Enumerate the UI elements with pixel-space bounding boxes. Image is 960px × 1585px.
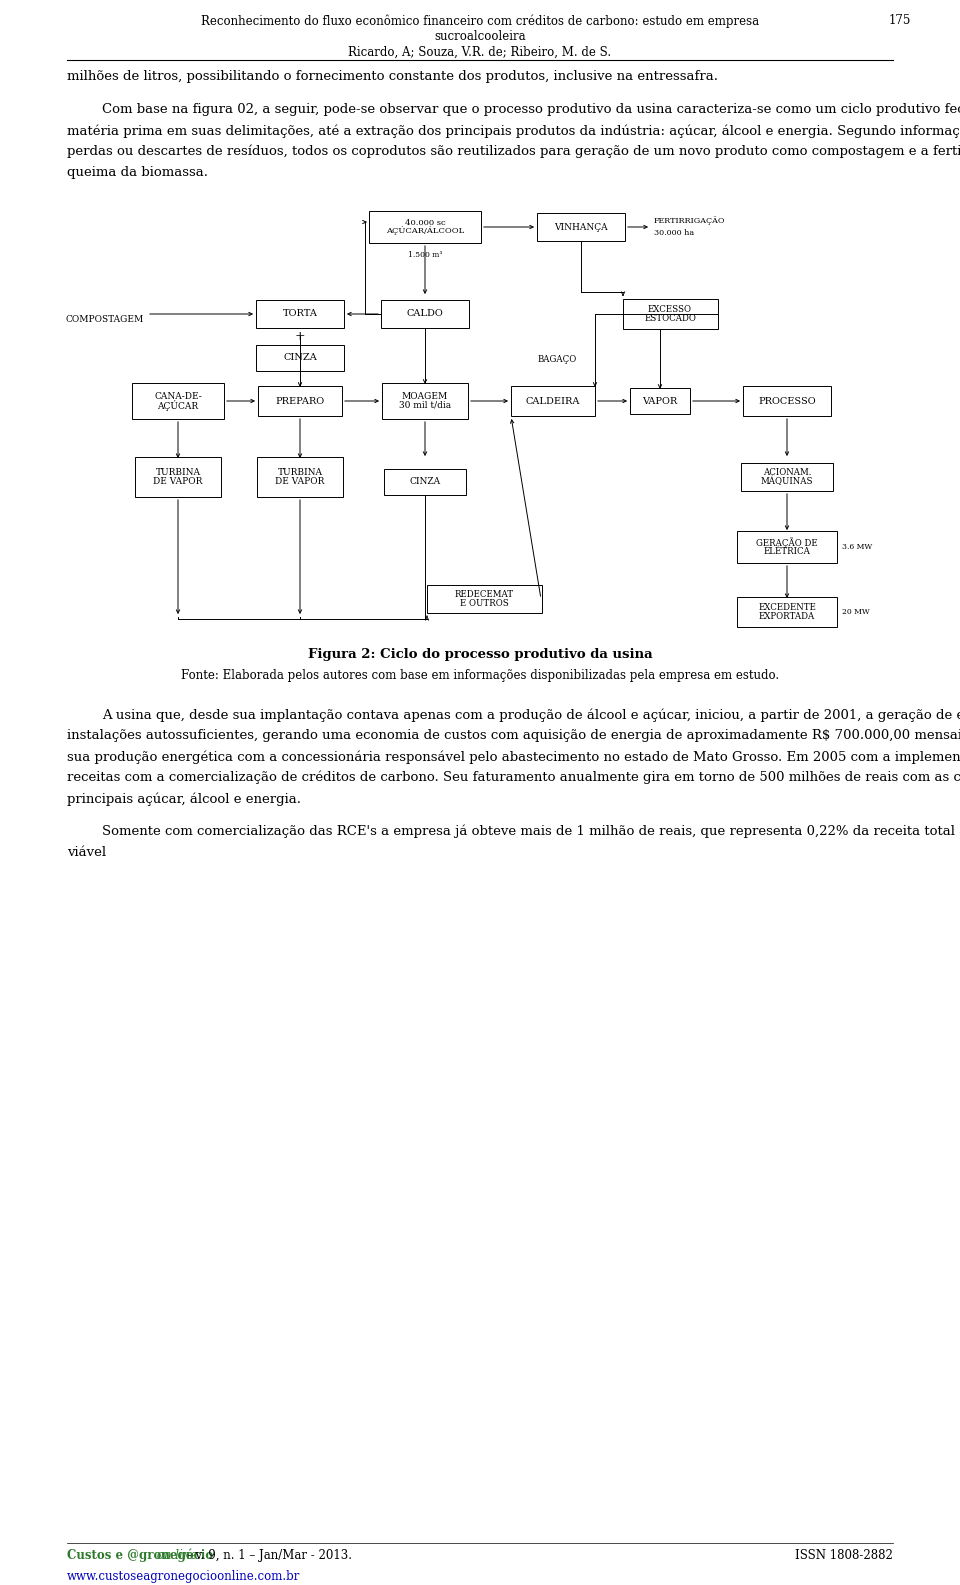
Text: Ricardo, A; Souza, V.R. de; Ribeiro, M. de S.: Ricardo, A; Souza, V.R. de; Ribeiro, M. … — [348, 46, 612, 59]
Text: E OUTROS: E OUTROS — [460, 599, 509, 607]
Text: viável: viável — [67, 846, 107, 859]
Text: Fonte: Elaborada pelos autores com base em informações disponibilizadas pela emp: Fonte: Elaborada pelos autores com base … — [180, 669, 780, 682]
Text: FERTIRRIGAÇÃO: FERTIRRIGAÇÃO — [654, 217, 726, 225]
Text: 40.000 sc: 40.000 sc — [405, 219, 445, 227]
Text: GERAÇÃO DE: GERAÇÃO DE — [756, 537, 818, 548]
Text: CINZA: CINZA — [283, 353, 317, 363]
FancyBboxPatch shape — [630, 388, 690, 414]
Text: Custos e @gronegócio: Custos e @gronegócio — [67, 1549, 213, 1563]
Text: 175: 175 — [889, 14, 911, 27]
Text: matéria prima em suas delimitações, até a extração dos principais produtos da in: matéria prima em suas delimitações, até … — [67, 124, 960, 138]
Text: queima da biomassa.: queima da biomassa. — [67, 166, 208, 179]
FancyBboxPatch shape — [369, 211, 481, 243]
Text: TURBINA: TURBINA — [277, 468, 323, 477]
Text: CALDEIRA: CALDEIRA — [526, 396, 580, 406]
Text: 20 MW: 20 MW — [842, 609, 870, 617]
Text: EXPORTADA: EXPORTADA — [758, 612, 815, 621]
Text: ACIONAM.: ACIONAM. — [763, 469, 811, 477]
Text: - v. 9, n. 1 – Jan/Mar - 2013.: - v. 9, n. 1 – Jan/Mar - 2013. — [184, 1549, 352, 1561]
FancyBboxPatch shape — [511, 387, 595, 415]
FancyBboxPatch shape — [381, 300, 469, 328]
FancyBboxPatch shape — [426, 585, 541, 613]
Text: 3.6 MW: 3.6 MW — [842, 544, 873, 552]
Text: receitas com a comercialização de créditos de carbono. Seu faturamento anualment: receitas com a comercialização de crédit… — [67, 770, 960, 785]
Text: BAGAÇO: BAGAÇO — [538, 355, 577, 365]
FancyBboxPatch shape — [743, 387, 831, 415]
FancyBboxPatch shape — [135, 456, 221, 498]
Text: +: + — [295, 330, 305, 342]
Text: sua produção energética com a concessionária responsável pelo abastecimento no e: sua produção energética com a concession… — [67, 750, 960, 764]
Text: VINHANÇA: VINHANÇA — [554, 222, 608, 231]
Text: REDECEMAT: REDECEMAT — [454, 591, 514, 599]
Text: DE VAPOR: DE VAPOR — [154, 477, 203, 485]
FancyBboxPatch shape — [257, 456, 343, 498]
Text: TURBINA: TURBINA — [156, 468, 201, 477]
Text: 30 mil t/dia: 30 mil t/dia — [399, 401, 451, 411]
FancyBboxPatch shape — [256, 346, 344, 371]
Text: DE VAPOR: DE VAPOR — [276, 477, 324, 485]
Text: 30.000 ha: 30.000 ha — [654, 228, 694, 238]
Text: Reconhecimento do fluxo econômico financeiro com créditos de carbono: estudo em : Reconhecimento do fluxo econômico financ… — [201, 14, 759, 27]
Text: ESTOCADO: ESTOCADO — [644, 314, 696, 322]
Text: on line: on line — [153, 1549, 197, 1561]
Text: principais açúcar, álcool e energia.: principais açúcar, álcool e energia. — [67, 792, 301, 805]
FancyBboxPatch shape — [537, 212, 625, 241]
Text: AÇÚCAR/ÁLCOOL: AÇÚCAR/ÁLCOOL — [386, 227, 464, 236]
Text: milhões de litros, possibilitando o fornecimento constante dos produtos, inclusi: milhões de litros, possibilitando o forn… — [67, 70, 718, 82]
Text: PROCESSO: PROCESSO — [758, 396, 816, 406]
Text: CALDO: CALDO — [407, 309, 444, 319]
Text: CINZA: CINZA — [409, 477, 441, 487]
FancyBboxPatch shape — [741, 463, 833, 491]
Text: EXCEDENTE: EXCEDENTE — [758, 604, 816, 612]
Text: Figura 2: Ciclo do processo produtivo da usina: Figura 2: Ciclo do processo produtivo da… — [308, 648, 652, 661]
Text: ISSN 1808-2882: ISSN 1808-2882 — [795, 1549, 893, 1561]
Text: ELÉTRICA: ELÉTRICA — [763, 547, 810, 555]
FancyBboxPatch shape — [256, 300, 344, 328]
Text: MÁQUINAS: MÁQUINAS — [760, 477, 813, 485]
Text: instalações autossuficientes, gerando uma economia de custos com aquisição de en: instalações autossuficientes, gerando um… — [67, 729, 960, 742]
Text: sucroalcooleira: sucroalcooleira — [434, 30, 526, 43]
Text: AÇÚCAR: AÇÚCAR — [157, 399, 199, 411]
Text: PREPARO: PREPARO — [276, 396, 324, 406]
FancyBboxPatch shape — [737, 531, 837, 563]
FancyBboxPatch shape — [382, 384, 468, 418]
Text: 1.500 m³: 1.500 m³ — [408, 250, 443, 258]
FancyBboxPatch shape — [258, 387, 342, 415]
Text: A usina que, desde sua implantação contava apenas com a produção de álcool e açú: A usina que, desde sua implantação conta… — [102, 708, 960, 721]
Text: Somente com comercialização das RCE's a empresa já obteve mais de 1 milhão de re: Somente com comercialização das RCE's a … — [102, 826, 960, 838]
Text: Com base na figura 02, a seguir, pode-se observar que o processo produtivo da us: Com base na figura 02, a seguir, pode-se… — [102, 103, 960, 116]
FancyBboxPatch shape — [622, 300, 717, 330]
Text: CANA-DE-: CANA-DE- — [155, 391, 202, 401]
Text: TORTA: TORTA — [282, 309, 318, 319]
FancyBboxPatch shape — [737, 598, 837, 628]
Text: MOAGEM: MOAGEM — [402, 391, 448, 401]
Text: COMPOSTAGEM: COMPOSTAGEM — [65, 314, 143, 323]
Text: EXCESSO: EXCESSO — [648, 306, 692, 314]
Text: www.custoseagronegocioonline.com.br: www.custoseagronegocioonline.com.br — [67, 1571, 300, 1583]
FancyBboxPatch shape — [384, 469, 466, 495]
FancyBboxPatch shape — [132, 384, 224, 418]
Text: perdas ou descartes de resíduos, todos os coprodutos são reutilizados para geraç: perdas ou descartes de resíduos, todos o… — [67, 144, 960, 158]
Text: VAPOR: VAPOR — [642, 396, 678, 406]
